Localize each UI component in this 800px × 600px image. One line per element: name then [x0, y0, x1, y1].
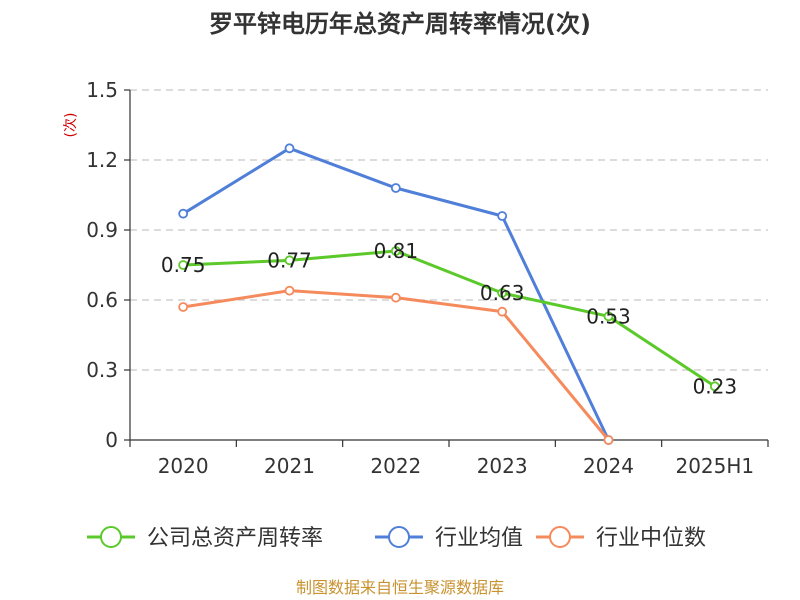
series-line	[182, 289, 610, 441]
data-label: 0.81	[374, 239, 419, 263]
data-label: 0.75	[161, 253, 206, 277]
legend: 公司总资产周转率 行业均值 行业中位数	[87, 526, 706, 551]
y-tick-label: 1.5	[86, 78, 118, 102]
x-tick-label: 2025H1	[675, 454, 754, 478]
axes: 0 0.3 0.6 0.9 1.2 1.5 2020 2021 2022 2023 2024 2025…	[86, 78, 769, 478]
legend-item: 行业均值	[375, 526, 523, 551]
legend-marker	[549, 526, 571, 548]
data-point	[497, 211, 508, 221]
data-point	[178, 208, 189, 219]
y-tick-label: 0	[105, 428, 118, 452]
legend-label: 公司总资产周转率	[147, 526, 323, 551]
legend-marker	[388, 526, 410, 548]
legend-item: 公司总资产周转率	[87, 526, 323, 551]
data-point	[284, 143, 295, 154]
y-tick-label: 0.6	[86, 288, 118, 312]
y-axis-unit: (次)	[63, 113, 79, 138]
data-point	[497, 288, 508, 298]
legend-item: 行业中位数	[536, 526, 706, 551]
source-note: 制图数据来自恒生聚源数据库	[296, 578, 504, 597]
data-point	[390, 183, 401, 193]
legend-marker	[100, 526, 122, 548]
data-point	[178, 260, 189, 270]
y-tick-label: 1.2	[86, 148, 118, 172]
data-point	[603, 435, 614, 445]
data-point	[284, 285, 295, 296]
data-label: 0.77	[267, 248, 312, 272]
data-point	[390, 246, 401, 256]
x-tick-label: 2022	[370, 454, 421, 478]
y-tick-label: 0.9	[86, 218, 118, 242]
series-layer	[178, 143, 720, 445]
x-tick-label: 2021	[264, 454, 315, 478]
data-point	[284, 255, 295, 266]
data-point	[709, 381, 720, 392]
data-point	[603, 311, 614, 322]
x-tick-label: 2023	[477, 454, 528, 478]
data-label: 0.53	[586, 304, 631, 328]
legend-label: 行业中位数	[596, 526, 706, 551]
chart-title: 罗平锌电历年总资产周转率情况(次)	[209, 10, 591, 38]
x-tick-label: 2020	[158, 454, 209, 478]
data-point	[497, 306, 508, 317]
data-point	[178, 302, 189, 312]
x-tick-label: 2024	[583, 454, 634, 478]
gridlines	[130, 89, 768, 371]
legend-label: 行业均值	[435, 526, 523, 551]
data-point	[390, 292, 401, 303]
series-line	[183, 249, 716, 388]
data-labels: 0.75 0.77 0.81 0.63 0.53 0.23	[161, 239, 737, 398]
data-label: 0.63	[480, 281, 525, 305]
data-label: 0.23	[693, 374, 738, 398]
y-tick-label: 0.3	[86, 358, 118, 382]
